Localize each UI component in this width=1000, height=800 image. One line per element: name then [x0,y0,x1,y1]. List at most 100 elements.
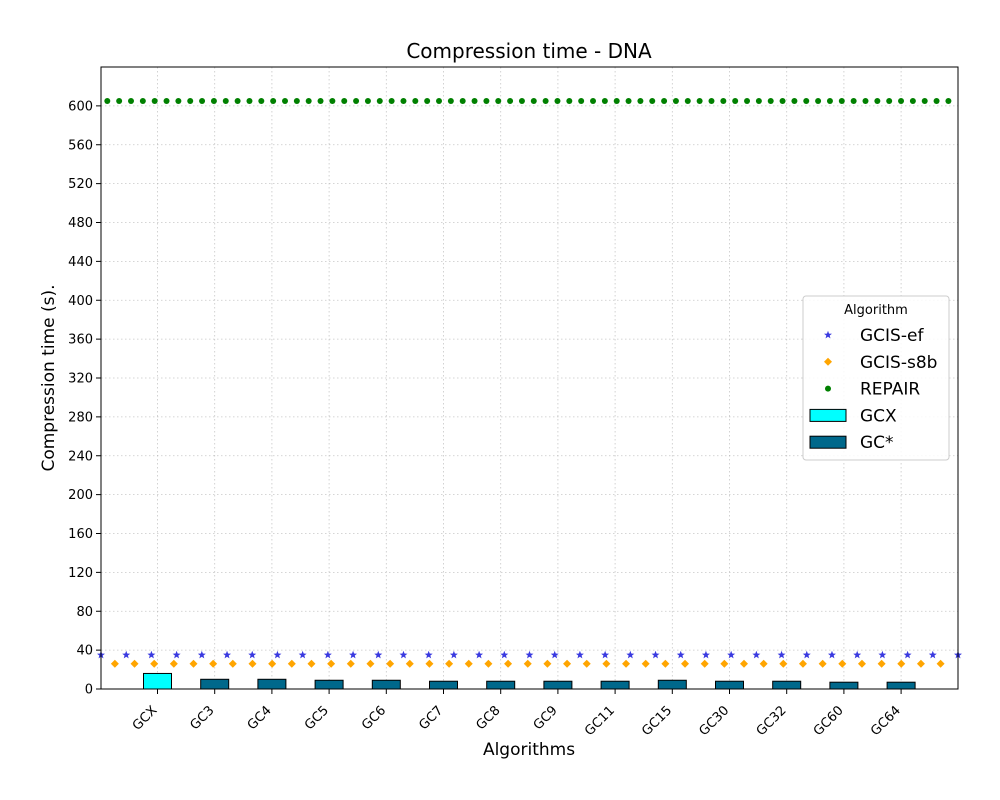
legend-swatch-gc* [809,435,847,449]
x-tick-label: GC11 [582,703,618,739]
marker-repair [495,98,502,105]
marker-gcis-s8b [543,659,552,668]
marker-repair [720,98,727,105]
marker-gcis-s8b [327,659,336,668]
legend-swatch-gcx [809,408,847,422]
marker-repair [234,98,241,105]
x-axis-label: Algorithms [483,740,575,760]
marker-repair [779,98,786,105]
marker-gcis-ef [399,650,408,659]
bar-gc4 [257,678,287,690]
marker-gcis-ef [727,650,736,659]
marker-repair [305,98,312,105]
marker-gcis-s8b [582,659,591,668]
x-tick-label: GC30 [696,703,732,739]
legend-title: Algorithm [844,303,908,318]
marker-gcis-ef [500,650,509,659]
marker-gcis-ef [601,650,610,659]
marker-gcis-s8b [425,659,434,668]
marker-repair [364,98,371,105]
marker-repair [518,98,525,105]
marker-gcis-s8b [936,659,945,668]
marker-repair [613,98,620,105]
y-tick-label: 80 [76,605,93,620]
marker-repair [672,98,679,105]
marker-repair [353,98,360,105]
marker-gcis-ef [752,650,761,659]
marker-repair [127,98,134,105]
marker-gcis-ef [273,650,282,659]
marker-repair [104,98,111,105]
marker-repair [222,98,229,105]
marker-gcis-s8b [798,659,807,668]
marker-gcis-s8b [720,659,729,668]
marker-gcis-s8b [484,659,493,668]
marker-repair [542,98,549,105]
marker-repair [826,98,833,105]
marker-repair [139,98,146,105]
x-tick-label: GCX [130,703,161,734]
y-tick-label: 160 [68,527,93,542]
marker-repair [246,98,253,105]
marker-repair [376,98,383,105]
marker-repair [199,98,206,105]
marker-repair [838,98,845,105]
legend: Algorithm GCIS-ef GCIS-s8b REPAIR GCX GC* [802,295,950,461]
marker-gcis-s8b [445,659,454,668]
marker-repair [341,98,348,105]
marker-gcis-s8b [818,659,827,668]
marker-repair [151,98,158,105]
marker-gcis-s8b [209,659,218,668]
marker-gcis-s8b [405,659,414,668]
marker-repair [566,98,573,105]
marker-repair [447,98,454,105]
data-marks [97,98,962,690]
bar-gcx [143,672,172,690]
bar-gc30 [715,680,744,690]
marker-gcis-s8b [150,659,159,668]
marker-repair [329,98,336,105]
y-tick-label: 240 [68,449,93,464]
y-tick-label: 600 [68,99,93,114]
marker-repair [755,98,762,105]
x-tick-label: GC4 [245,703,275,733]
marker-repair [625,98,632,105]
marker-repair [483,98,490,105]
marker-gcis-ef [676,650,685,659]
marker-repair [732,98,739,105]
marker-gcis-s8b [779,659,788,668]
legend-label: GCX [860,406,897,426]
marker-gcis-s8b [523,659,532,668]
marker-gcis-s8b [169,659,178,668]
marker-repair [661,98,668,105]
marker-gcis-ef [777,650,786,659]
y-tick-label: 320 [68,372,93,387]
bar-gc8 [486,680,516,690]
marker-repair [637,98,644,105]
marker-gcis-s8b [602,659,611,668]
marker-repair [815,98,822,105]
bar-gc6 [371,679,401,690]
marker-gcis-s8b [681,659,690,668]
marker-repair [530,98,537,105]
marker-gcis-s8b [228,659,237,668]
bar-gc32 [772,680,802,690]
marker-gcis-ef [550,650,559,659]
y-tick-label: 480 [68,216,93,231]
marker-repair [874,98,881,105]
marker-gcis-s8b [346,659,355,668]
marker-gcis-ef [525,650,534,659]
marker-repair [649,98,656,105]
x-tick-label: GC8 [474,703,504,733]
x-axis: GCX GC3 GC4 GC5 GC6 GC7 GC8 GC9 GC11 GC15 GC30 GC32… [130,689,904,739]
marker-gcis-s8b [504,659,513,668]
marker-repair [116,98,123,105]
legend-label: GCIS-ef [860,326,924,346]
legend-marker-gcis-ef [824,330,832,339]
y-tick-label: 360 [68,333,93,348]
bar-gc9 [543,680,573,690]
marker-gcis-s8b [661,659,670,668]
marker-repair [507,98,514,105]
marker-gcis-s8b [897,659,906,668]
